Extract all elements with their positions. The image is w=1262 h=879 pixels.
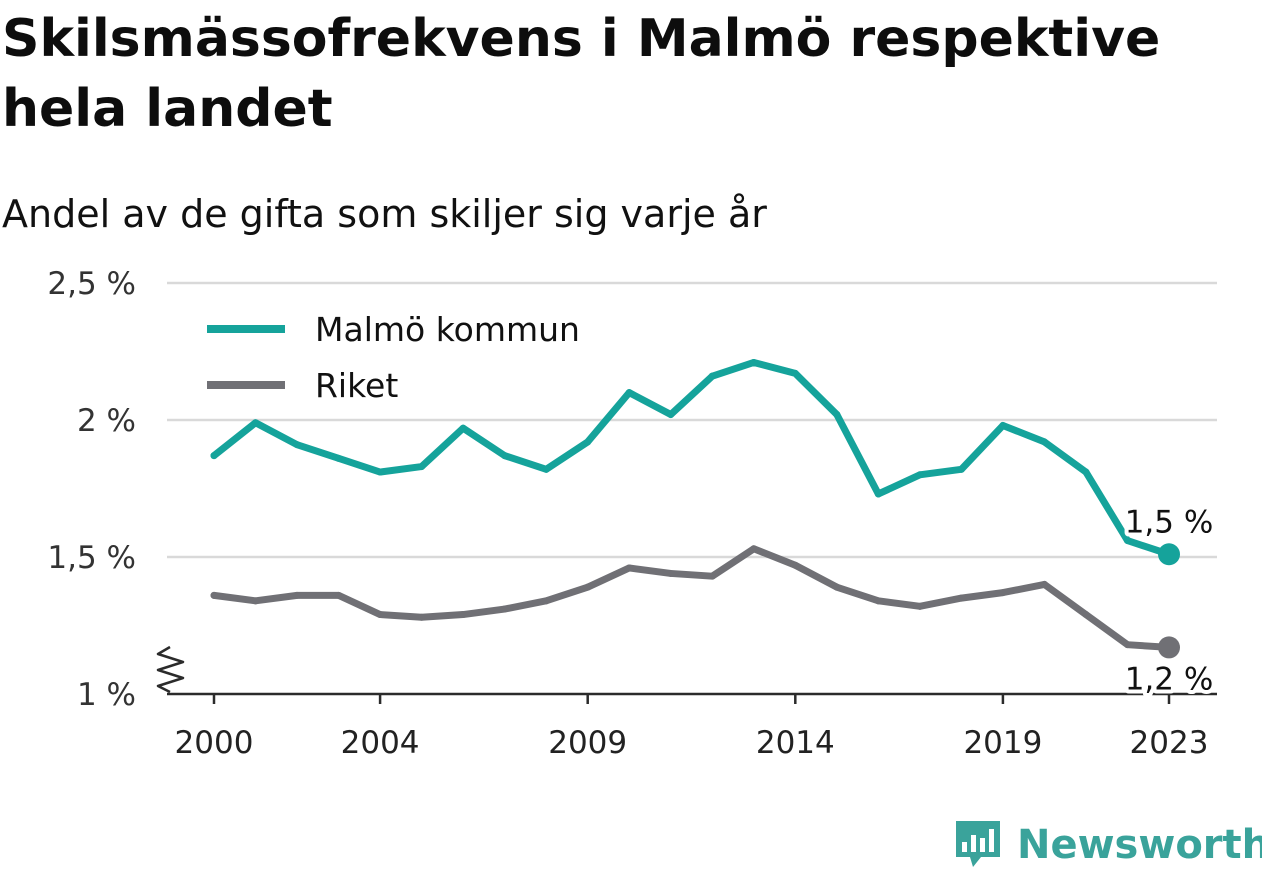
end-value-label: 1,5 % — [1125, 504, 1214, 540]
data-point — [957, 465, 965, 473]
data-point — [916, 602, 924, 610]
data-point — [625, 389, 633, 397]
data-point — [1123, 641, 1131, 649]
x-tick-label: 2023 — [1130, 725, 1209, 761]
data-point — [750, 545, 758, 553]
data-point — [667, 569, 675, 577]
data-point — [1082, 468, 1090, 476]
data-point — [459, 424, 467, 432]
data-point — [999, 421, 1007, 429]
data-point — [335, 454, 343, 462]
data-point — [293, 441, 301, 449]
data-point — [791, 561, 799, 569]
data-point — [708, 372, 716, 380]
legend: Malmö kommun Riket — [207, 310, 580, 405]
y-tick-label: 1 % — [77, 677, 136, 713]
data-point — [957, 594, 965, 602]
data-point — [874, 597, 882, 605]
axes: 1 % 1,5 % 2 % 2,5 % 2000 2004 2009 2014 2019 2023 — [47, 266, 1217, 761]
data-point — [1082, 611, 1090, 619]
data-point — [708, 572, 716, 580]
data-point — [667, 411, 675, 419]
series-line — [210, 358, 1173, 558]
data-point — [1040, 580, 1048, 588]
data-point — [418, 463, 426, 471]
legend-label: Riket — [315, 366, 398, 405]
x-tick-label: 2014 — [756, 725, 835, 761]
data-point — [418, 613, 426, 621]
x-tick-label: 2004 — [341, 725, 420, 761]
newsworthy-logo-icon — [956, 821, 1000, 867]
data-point — [210, 591, 218, 599]
data-point — [293, 591, 301, 599]
brand-name: Newsworthy — [1017, 822, 1262, 868]
data-point — [501, 605, 509, 613]
chart-subtitle: Andel av de gifta som skiljer sig varje … — [2, 192, 767, 236]
data-point — [335, 591, 343, 599]
data-point — [999, 589, 1007, 597]
y-tick-label: 2 % — [77, 403, 136, 439]
gridlines — [167, 281, 1217, 559]
data-point — [252, 597, 260, 605]
data-point — [210, 452, 218, 460]
end-point-marker — [1158, 636, 1180, 659]
legend-label: Malmö kommun — [315, 310, 580, 349]
end-value-label: 1,2 % — [1125, 661, 1214, 697]
data-point — [1123, 537, 1131, 545]
y-tick-label: 1,5 % — [47, 540, 136, 576]
data-point — [833, 411, 841, 419]
end-labels: 1,5 % 1,2 % — [1121, 500, 1218, 701]
chart-title: Skilsmässofrekvens i Malmö respektive he… — [2, 9, 1161, 139]
y-tick-label: 2,5 % — [47, 266, 136, 302]
end-point-marker — [1158, 543, 1180, 566]
data-point — [916, 471, 924, 479]
data-point — [584, 438, 592, 446]
axis-break-icon — [156, 645, 185, 694]
data-point — [542, 465, 550, 473]
data-point — [833, 583, 841, 591]
x-tick-label: 2009 — [548, 725, 627, 761]
data-point — [252, 419, 260, 427]
data-point — [501, 452, 509, 460]
data-point — [1040, 438, 1048, 446]
data-point — [584, 583, 592, 591]
data-point — [791, 369, 799, 377]
data-point — [750, 358, 758, 366]
x-tick-label: 2019 — [963, 725, 1042, 761]
x-tick-label: 2000 — [175, 725, 254, 761]
data-point — [459, 611, 467, 619]
data-point — [376, 468, 384, 476]
data-point — [625, 564, 633, 572]
data-point — [542, 597, 550, 605]
data-point — [874, 490, 882, 498]
series-line — [210, 545, 1173, 651]
series — [210, 358, 1180, 659]
data-point — [376, 611, 384, 619]
newsworthy-logo: Newsworthy — [956, 821, 1262, 868]
